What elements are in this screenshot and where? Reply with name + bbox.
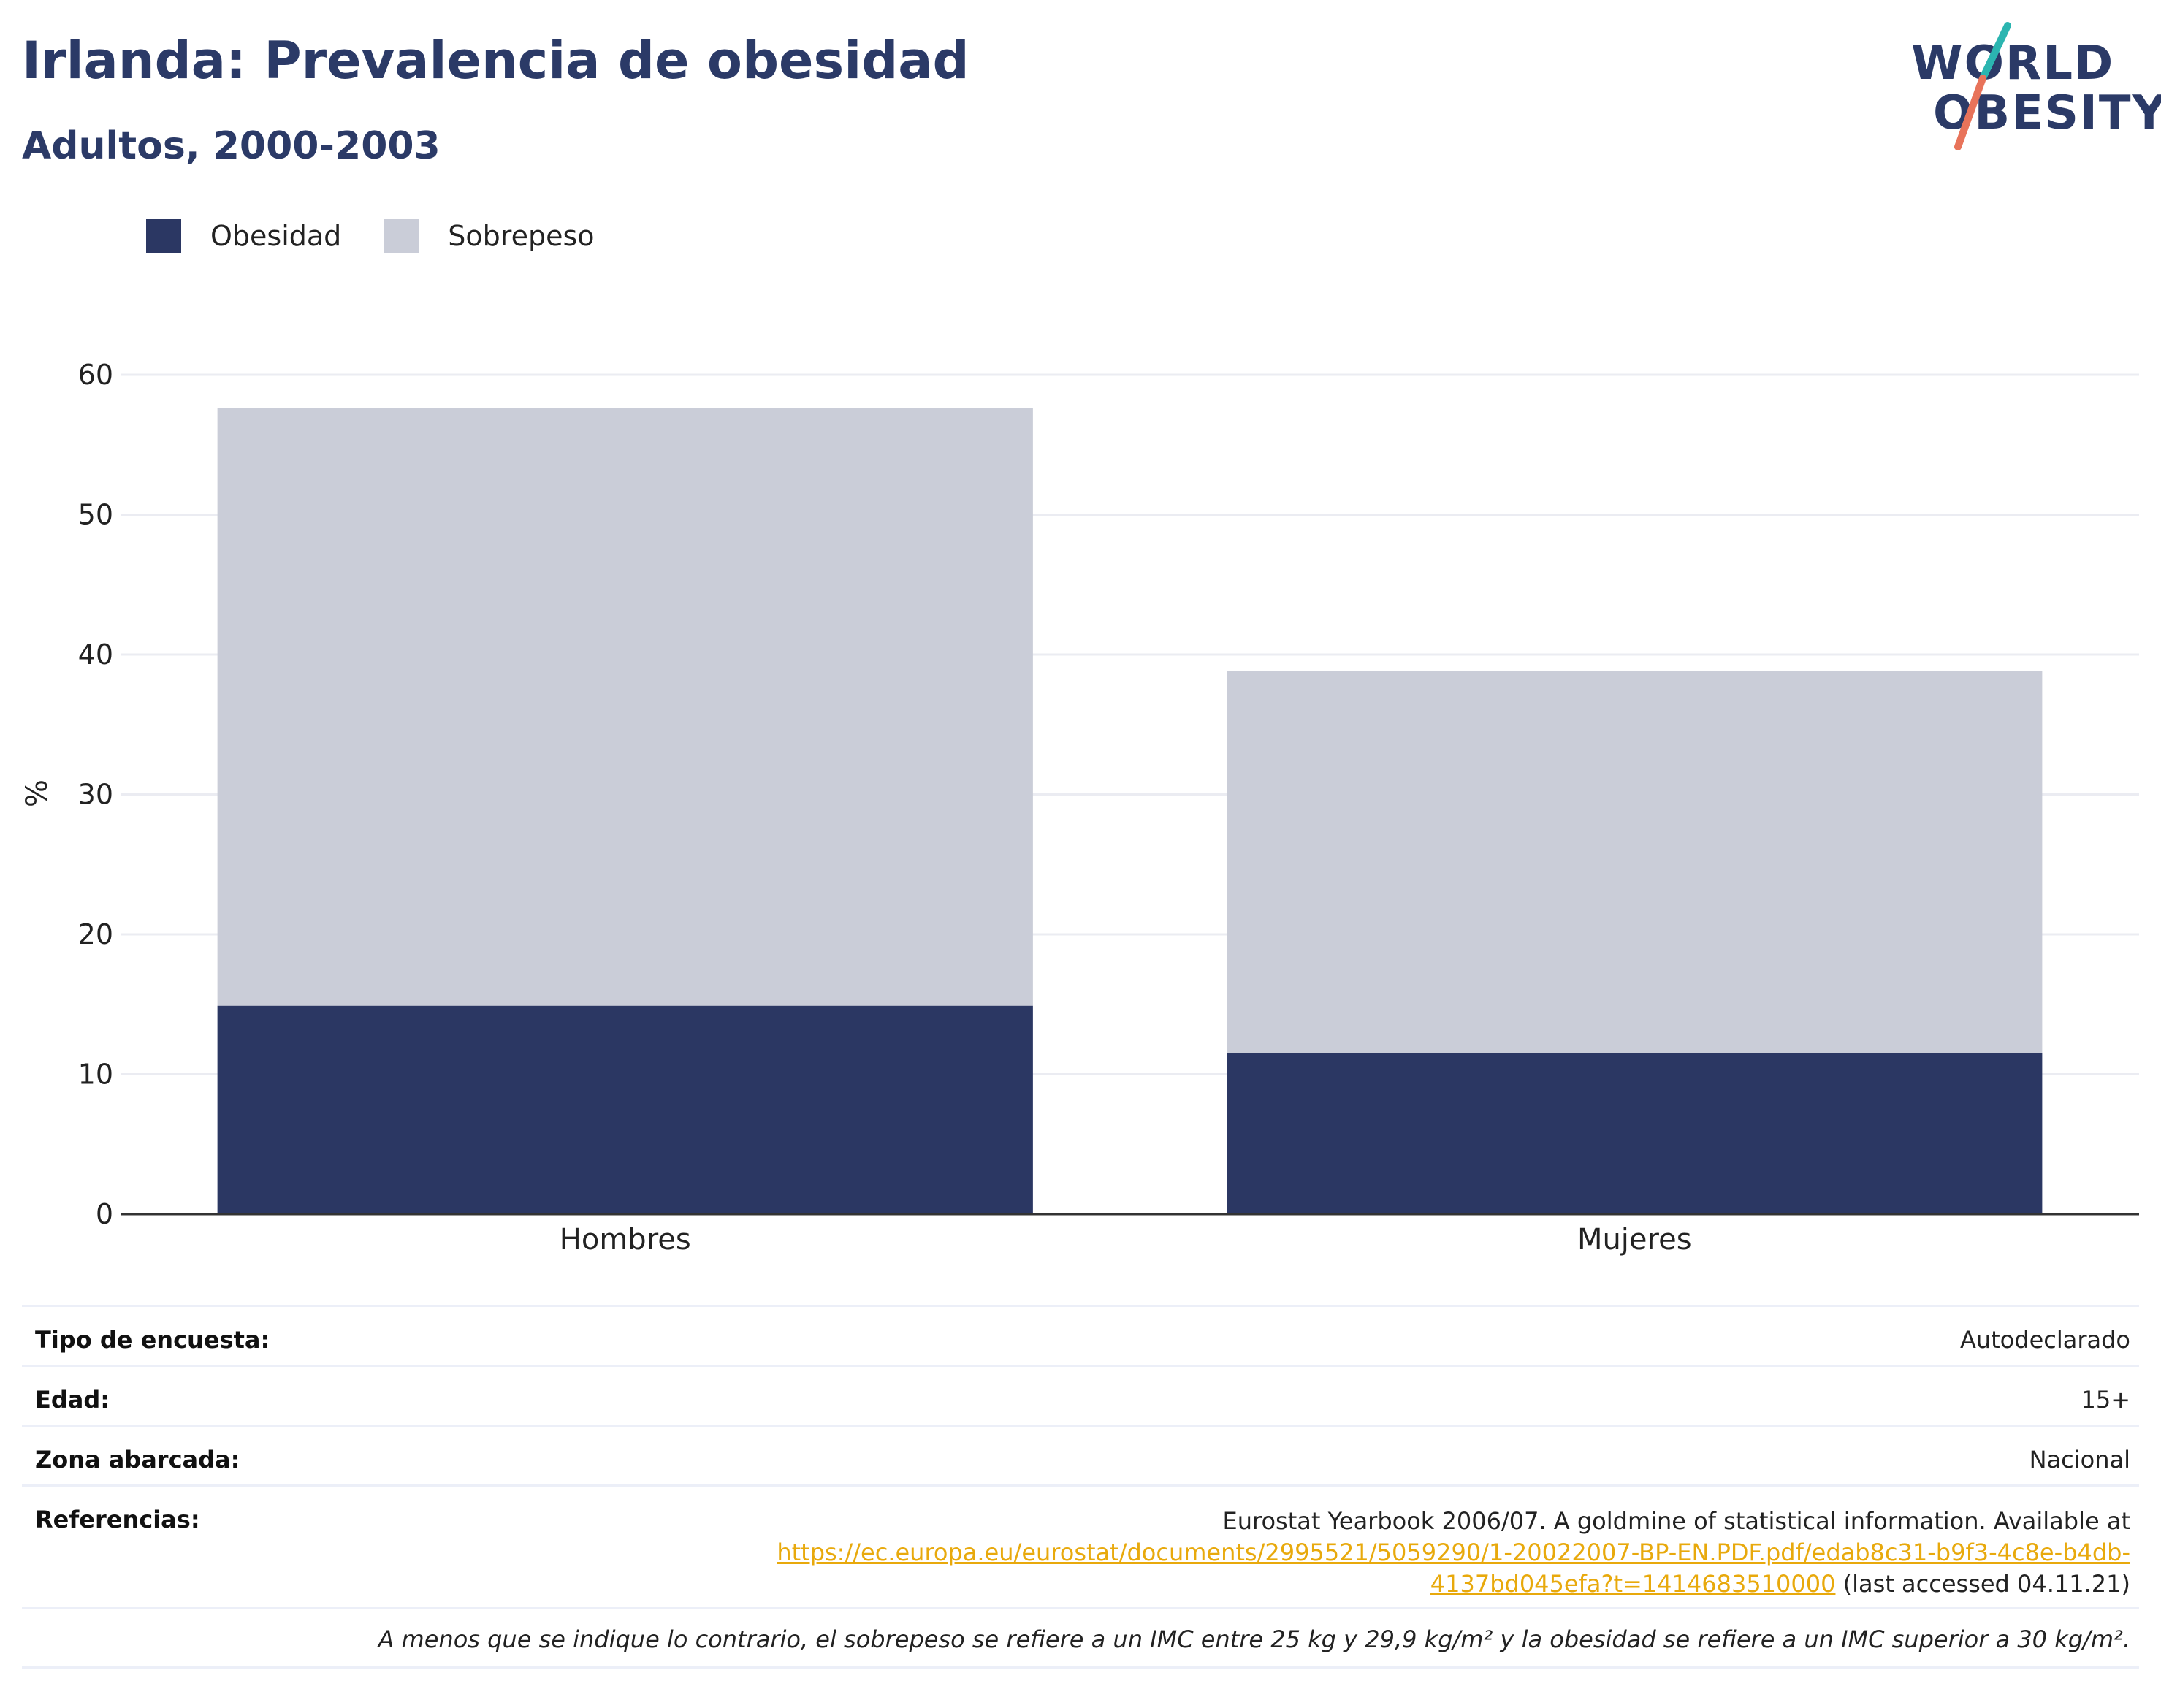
info-value: Autodeclarado bbox=[1959, 1326, 2130, 1354]
info-row-survey-type: Tipo de encuesta: Autodeclarado bbox=[22, 1305, 2139, 1365]
info-row-area: Zona abarcada: Nacional bbox=[22, 1425, 2139, 1484]
axes: % 0 10 20 30 40 50 60 Hombres Mujeres bbox=[20, 359, 2139, 1257]
chart-legend: Obesidad Sobrepeso bbox=[146, 219, 637, 253]
legend-item-obesidad[interactable]: Obesidad bbox=[146, 219, 341, 253]
chart-title: Irlanda: Prevalencia de obesidad bbox=[22, 31, 969, 91]
bar-obesidad-hombres[interactable] bbox=[217, 1005, 1033, 1214]
x-tick-label: Hombres bbox=[560, 1223, 691, 1257]
y-tick-label: 30 bbox=[78, 779, 113, 811]
references-link-part1: https://ec.europa.eu/eurostat/documents/… bbox=[777, 1539, 2130, 1566]
info-value: Nacional bbox=[2029, 1446, 2130, 1473]
bar-sobrepeso-mujeres[interactable] bbox=[1227, 671, 2043, 1053]
info-label: Tipo de encuesta: bbox=[35, 1326, 270, 1354]
info-label: Edad: bbox=[35, 1386, 110, 1414]
y-tick-label: 50 bbox=[78, 499, 113, 531]
legend-item-sobrepeso[interactable]: Sobrepeso bbox=[384, 219, 595, 253]
y-tick-label: 10 bbox=[78, 1059, 113, 1091]
legend-label-obesidad: Obesidad bbox=[210, 220, 342, 252]
references-link[interactable]: https://ec.europa.eu/eurostat/documents/… bbox=[777, 1539, 2130, 1598]
y-tick-label: 0 bbox=[96, 1198, 113, 1230]
stacked-bar-chart: % 0 10 20 30 40 50 60 Hombres Mujeres bbox=[20, 359, 2139, 1257]
info-label: Zona abarcada: bbox=[35, 1446, 240, 1473]
legend-label-sobrepeso: Sobrepeso bbox=[448, 220, 595, 252]
bar-sobrepeso-hombres[interactable] bbox=[217, 408, 1033, 1006]
legend-swatch-sobrepeso bbox=[384, 219, 419, 253]
logo-slash-icon bbox=[1954, 22, 2011, 150]
references-value: Eurostat Yearbook 2006/07. A goldmine of… bbox=[777, 1506, 2130, 1600]
info-value: 15+ bbox=[2081, 1386, 2130, 1414]
y-tick-label: 20 bbox=[78, 918, 113, 950]
bars bbox=[217, 408, 2043, 1214]
bar-obesidad-mujeres[interactable] bbox=[1227, 1053, 2043, 1214]
chart-subtitle: Adultos, 2000-2003 bbox=[22, 124, 441, 168]
bmi-definition-note: A menos que se indique lo contrario, el … bbox=[378, 1625, 2130, 1653]
y-axis-label: % bbox=[20, 779, 54, 807]
info-row-age: Edad: 15+ bbox=[22, 1365, 2139, 1425]
y-tick-label: 40 bbox=[78, 638, 113, 671]
info-label: Referencias: bbox=[35, 1506, 200, 1533]
info-row-note: A menos que se indique lo contrario, el … bbox=[22, 1607, 2139, 1669]
references-text: Eurostat Yearbook 2006/07. A goldmine of… bbox=[1222, 1507, 2131, 1535]
references-link-part2: 4137bd045efa?t=1414683510000 bbox=[1430, 1570, 1836, 1598]
logo-word-world: WORLD bbox=[1911, 37, 2115, 91]
world-obesity-logo[interactable]: WORLD OBESITY bbox=[1907, 18, 2161, 157]
y-tick-label: 60 bbox=[78, 359, 113, 391]
legend-swatch-obesidad bbox=[146, 219, 181, 253]
survey-info-table: Tipo de encuesta: Autodeclarado Edad: 15… bbox=[22, 1305, 2139, 1669]
x-tick-label: Mujeres bbox=[1577, 1223, 1692, 1257]
info-row-references: Referencias: Eurostat Yearbook 2006/07. … bbox=[22, 1484, 2139, 1607]
references-suffix: (last accessed 04.11.21) bbox=[1835, 1570, 2130, 1598]
